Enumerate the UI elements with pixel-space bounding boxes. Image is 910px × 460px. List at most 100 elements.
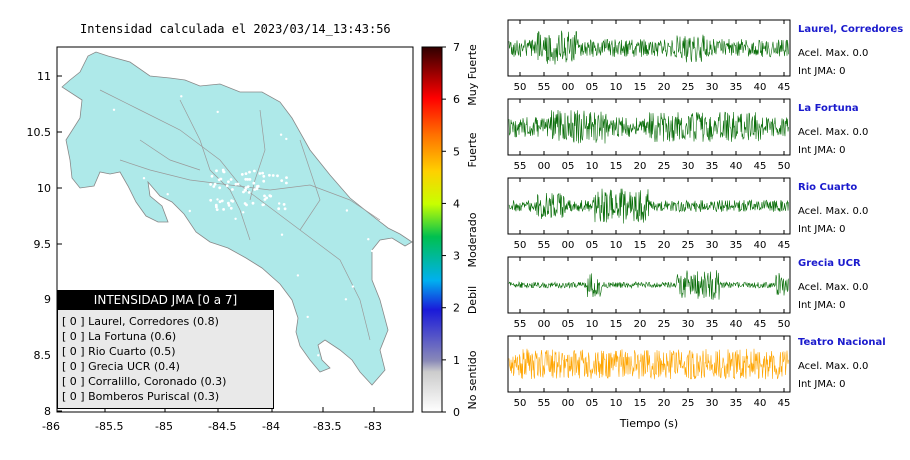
y-tick-label: 8.5 — [34, 349, 52, 362]
station-dot — [262, 203, 265, 206]
colorbar-tick-label: 2 — [453, 302, 460, 315]
y-tick-label: 11 — [37, 70, 51, 83]
station-dot — [246, 185, 250, 189]
station-dot — [234, 217, 237, 220]
waveform-tick-label: 05 — [586, 240, 599, 251]
station-dot — [212, 185, 216, 188]
waveform-tick-label: 10 — [610, 398, 623, 409]
colorbar-tick-label: 0 — [453, 406, 460, 419]
waveform-tick-label: 55 — [514, 161, 527, 172]
station-dot — [252, 181, 256, 185]
station-dot — [248, 178, 252, 181]
station-dot — [221, 168, 225, 172]
y-tick-label: 8 — [44, 405, 51, 418]
colorbar-axes: 7 6 5 4 3 2 1 0 Muy Fuerte Fuerte Moderado Debil No … — [442, 41, 479, 419]
waveform-tick-label: 55 — [538, 398, 551, 409]
waveform-tick-label: 20 — [634, 161, 647, 172]
waveform-tick-label: 40 — [754, 240, 767, 251]
waveform-tick-label: 05 — [562, 161, 575, 172]
waveform-tick-label: 50 — [514, 240, 527, 251]
waveform-tick-label: 05 — [562, 319, 575, 330]
station-max-accel: Acel. Max. 0.0 — [798, 48, 869, 59]
station-dot — [188, 209, 191, 213]
station-dot — [261, 171, 264, 175]
y-tick-label: 10.5 — [27, 126, 52, 139]
station-dot — [278, 202, 281, 205]
station-dot — [225, 184, 229, 188]
station-dot — [227, 204, 231, 207]
waveform-tick-label: 30 — [682, 161, 695, 172]
waveform-tick-label: 40 — [754, 398, 767, 409]
station-dot — [351, 285, 355, 288]
waveform-tick-label: 20 — [658, 240, 671, 251]
station-dot — [345, 209, 349, 212]
waveform-tick-label: 35 — [730, 398, 743, 409]
waveform-panel: 55 00 05 10 15 20 25 30 35 40 45 50 — [507, 98, 791, 172]
station-dot — [216, 110, 219, 114]
station-dot — [242, 190, 245, 194]
colorbar-category-label: Debil — [466, 286, 479, 314]
waveform-tick-label: 10 — [610, 82, 623, 93]
station-jma: Int JMA: 0 — [798, 66, 846, 77]
x-tick-label: -85 — [155, 420, 173, 433]
colorbar-tick-label: 4 — [453, 197, 460, 210]
waveform-tick-label: 00 — [538, 319, 551, 330]
station-jma: Int JMA: 0 — [798, 300, 846, 311]
colorbar-tick-label: 5 — [453, 145, 460, 158]
station-dot — [253, 169, 256, 173]
station-dot — [243, 188, 247, 192]
legend-row: [ 0 ] Bomberos Puriscal (0.3) — [62, 390, 220, 403]
colorbar-category-label: Fuerte — [466, 132, 479, 167]
waveform-tick-label: 35 — [730, 240, 743, 251]
waveform-tick-label: 25 — [658, 161, 671, 172]
waveform-tick-label: 50 — [514, 398, 527, 409]
legend-row: [ 0 ] Rio Cuarto (0.5) — [62, 345, 176, 358]
colorbar-tick-label: 6 — [453, 93, 460, 106]
waveform-tick-label: 15 — [610, 319, 623, 330]
waveform-tick-label: 40 — [754, 82, 767, 93]
waveform-tick-label: 00 — [538, 161, 551, 172]
station-dot — [220, 199, 224, 203]
station-dot — [367, 238, 370, 241]
station-dot — [282, 203, 286, 206]
station-dot — [218, 200, 222, 204]
colorbar-category-label: No sentido — [466, 350, 479, 409]
station-dot — [142, 279, 145, 282]
station-dot — [216, 198, 219, 201]
waveform-panel: 55 00 05 10 15 20 25 30 35 40 45 50 — [507, 256, 791, 330]
station-dot — [317, 354, 320, 357]
colorbar-tick-label: 1 — [453, 354, 460, 367]
waveform-xlabel: Tiempo (s) — [619, 417, 678, 430]
waveform-tick-label: 45 — [778, 398, 791, 409]
waveform-tick-label: 55 — [538, 82, 551, 93]
waveform-tick-label: 35 — [706, 161, 719, 172]
station-dot — [268, 194, 272, 198]
station-dot — [268, 173, 271, 177]
station-dot — [180, 95, 183, 98]
waveform-trace — [508, 30, 789, 65]
waveform-panels: 50 55 00 05 10 15 20 25 30 35 40 45 55 00 05 10 15 20 25 30… — [507, 19, 791, 430]
waveform-tick-label: 30 — [706, 82, 719, 93]
waveform-tick-label: 50 — [778, 161, 791, 172]
station-name: Laurel, Corredores — [798, 24, 904, 35]
waveform-tick-label: 10 — [610, 240, 623, 251]
station-jma: Int JMA: 0 — [798, 145, 846, 156]
station-dot — [213, 182, 217, 186]
station-dot — [248, 170, 251, 174]
waveform-tick-label: 45 — [754, 161, 767, 172]
colorbar-category-label: Muy Fuerte — [466, 44, 479, 106]
waveform-tick-label: 40 — [730, 161, 743, 172]
station-dot — [263, 194, 266, 198]
costa-rica-land — [61, 51, 413, 386]
station-dot — [280, 179, 284, 183]
station-dot — [265, 196, 268, 200]
station-max-accel: Acel. Max. 0.0 — [798, 206, 869, 217]
waveform-tick-label: 00 — [562, 398, 575, 409]
station-dot — [283, 207, 287, 211]
station-dot — [279, 133, 283, 136]
station-dot — [215, 208, 219, 212]
x-tick-label: -86 — [42, 420, 60, 433]
colorbar-category-label: Moderado — [466, 212, 479, 267]
station-dot — [244, 186, 248, 190]
